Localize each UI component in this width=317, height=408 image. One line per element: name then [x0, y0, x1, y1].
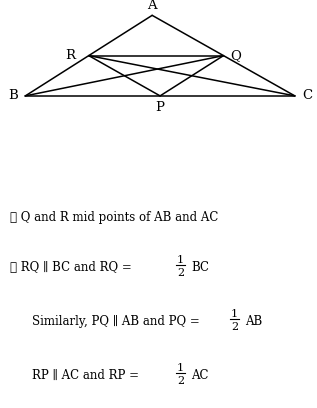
Text: R: R	[65, 49, 75, 62]
Text: C: C	[302, 89, 313, 102]
Text: Q: Q	[231, 49, 242, 62]
Text: 1: 1	[177, 363, 184, 373]
Text: A: A	[147, 0, 157, 12]
Text: ∴ RQ ∥ BC and RQ =: ∴ RQ ∥ BC and RQ =	[10, 261, 135, 274]
Text: 1: 1	[231, 309, 238, 319]
Text: 1: 1	[177, 255, 184, 265]
Text: RP ∥ AC and RP =: RP ∥ AC and RP =	[32, 369, 142, 382]
Text: ∴ Q and R mid points of AB and AC: ∴ Q and R mid points of AB and AC	[10, 211, 218, 224]
Text: Similarly, PQ ∥ AB and PQ =: Similarly, PQ ∥ AB and PQ =	[32, 315, 203, 328]
Text: AC: AC	[191, 369, 209, 382]
Text: P: P	[156, 101, 165, 114]
Text: AB: AB	[245, 315, 262, 328]
Text: 2: 2	[177, 268, 184, 278]
Text: B: B	[8, 89, 17, 102]
Text: BC: BC	[191, 261, 209, 274]
Text: 2: 2	[177, 376, 184, 386]
Text: 2: 2	[231, 322, 238, 332]
